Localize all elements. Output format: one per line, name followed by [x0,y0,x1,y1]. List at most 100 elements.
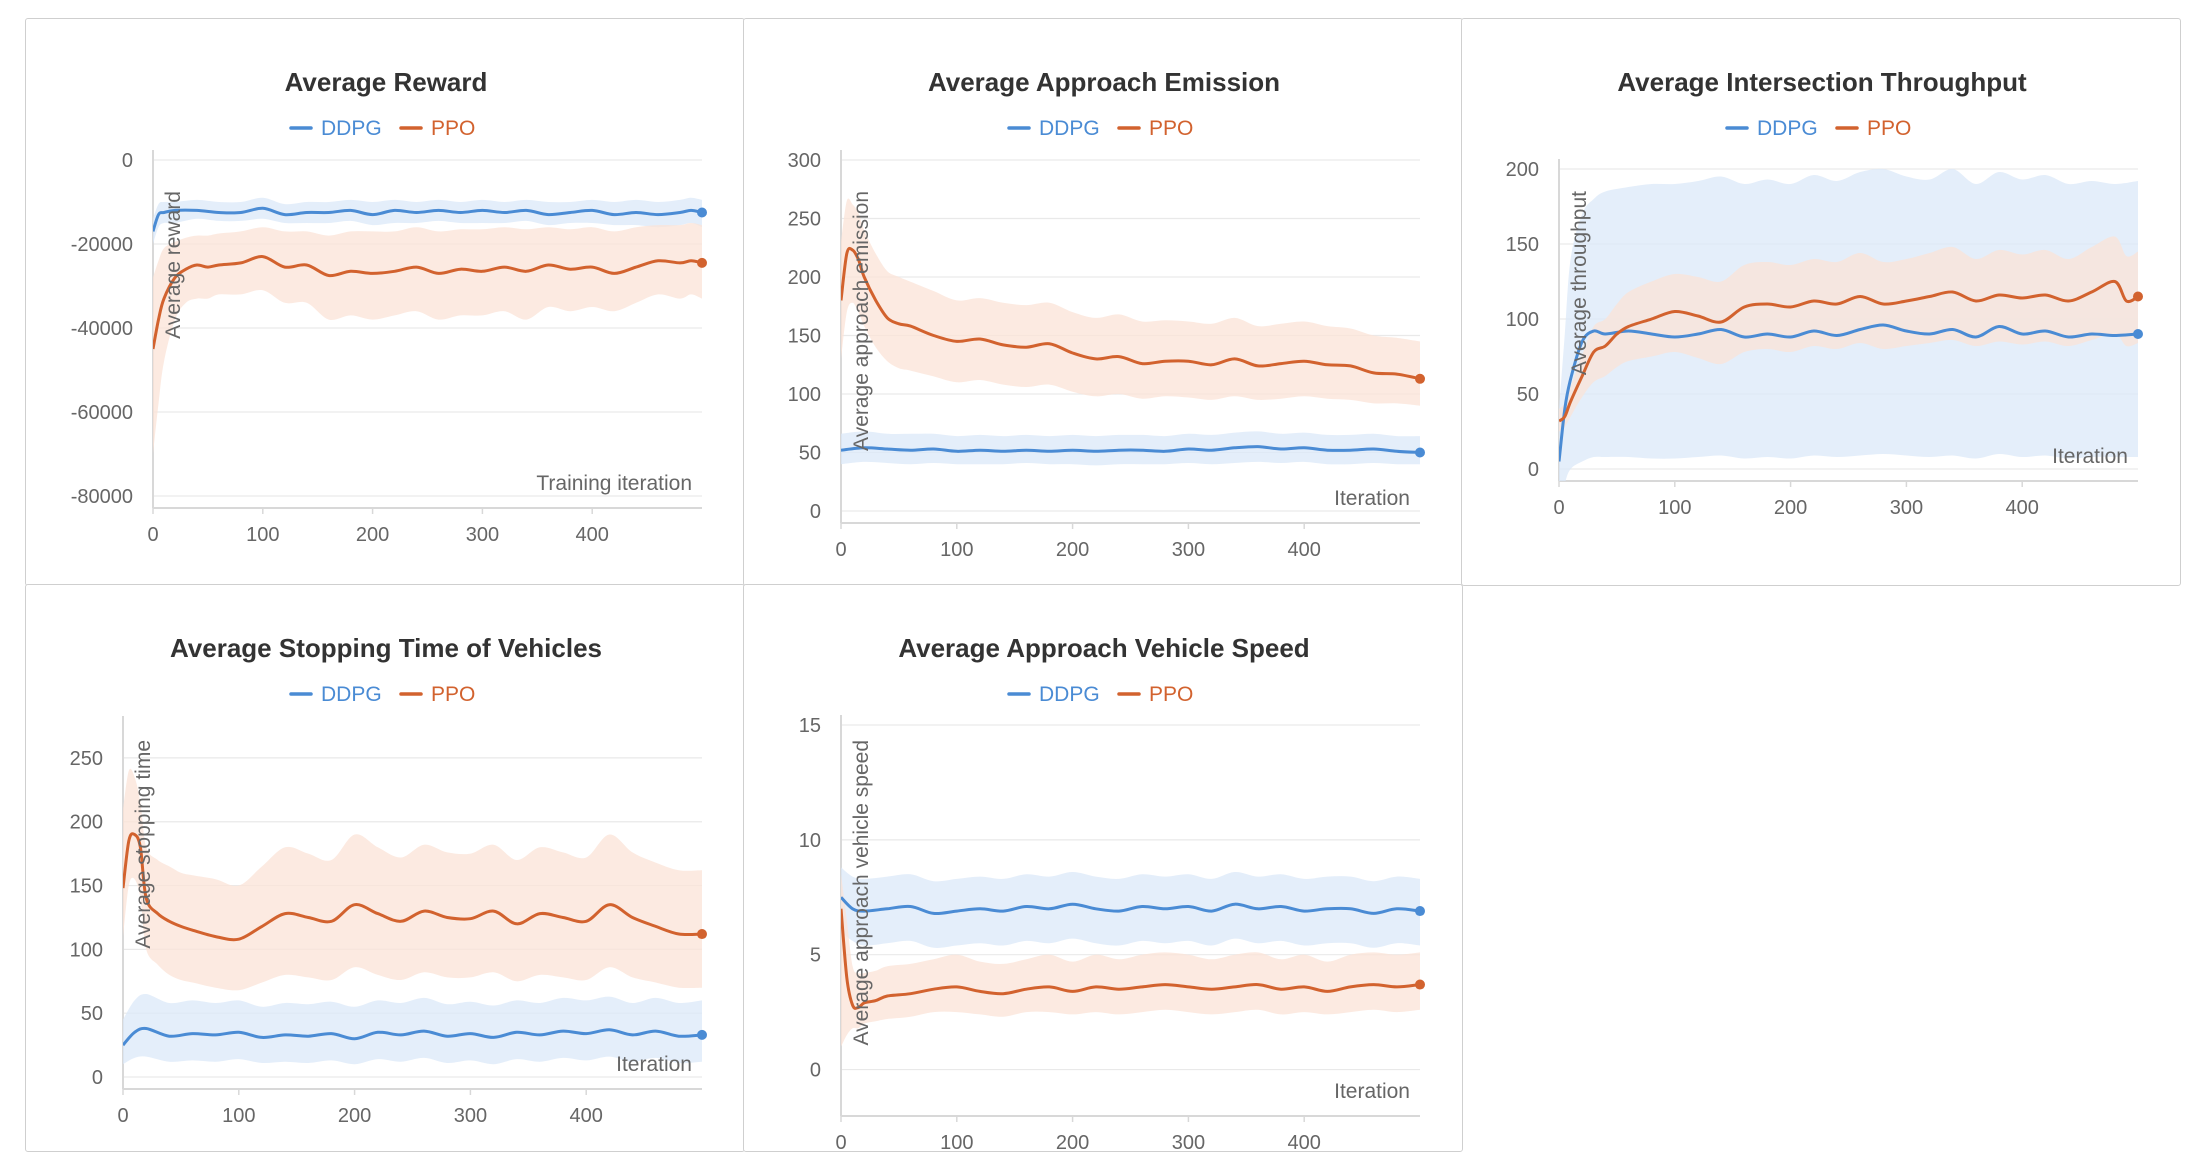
x-tick-label: 100 [1658,497,1691,519]
series-endpoint-ppo[interactable] [1415,373,1425,384]
series-line-ppo[interactable] [841,246,1421,381]
legend-item-ppo[interactable]: PPO [1117,683,1193,706]
confidence-band-ddpg [841,431,1420,466]
y-tick-label: 250 [70,748,103,770]
chart-panel-average-approach-vehicle-speed: Average Approach Vehicle Speed DDPG PPO 0 5 1… [743,584,1463,1153]
series-line-ppo[interactable] [841,908,1421,1010]
x-tick-label: 300 [1172,1132,1205,1153]
x-axis-label: Iteration [616,1053,692,1076]
legend-item-ppo[interactable]: PPO [399,683,475,706]
chart-svg: Average Intersection Throughput DDPG PPO 0 5… [1506,67,2143,519]
x-tick-label: 0 [117,1105,128,1127]
y-tick-label: 150 [1506,234,1539,256]
y-tick-label: 15 [799,715,821,737]
x-tick-label: 0 [1553,497,1564,519]
y-tick-label: 10 [799,830,821,852]
y-tick-label: 0 [810,501,821,523]
legend-item-ddpg[interactable]: DDPG [289,683,382,706]
legend-label: DDPG [1757,117,1818,140]
y-tick-label: 100 [70,939,103,961]
y-tick-label: 50 [81,1003,103,1025]
x-axis-label: Iteration [2052,445,2128,468]
legend-item-ppo[interactable]: PPO [399,117,475,140]
y-axis-label: Average throughput [1568,191,1591,375]
legend-label: DDPG [1039,117,1100,140]
y-tick-label: 250 [788,209,821,231]
chart-svg: Average Approach Emission DDPG PPO 0 50 100 15… [788,67,1425,561]
y-tick-label: 0 [810,1060,821,1082]
series-endpoint-ppo[interactable] [2133,291,2143,302]
y-tick-label: 200 [1506,159,1539,181]
chart-svg: Average Approach Vehicle Speed DDPG PPO 0 5 1… [799,633,1425,1153]
legend-label: PPO [1149,683,1193,706]
series-line-ddpg[interactable] [153,206,703,232]
legend-item-ddpg[interactable]: DDPG [1007,117,1100,140]
y-tick-label: -40000 [71,318,133,340]
legend-item-ddpg[interactable]: DDPG [1725,117,1818,140]
x-tick-label: 100 [246,524,279,546]
y-tick-label: 150 [70,876,103,898]
series-endpoint-ddpg[interactable] [697,1029,707,1040]
y-axis-label: Average stopping time [132,740,155,949]
legend-label: DDPG [321,683,382,706]
x-tick-label: 200 [338,1105,371,1127]
series-endpoint-ddpg[interactable] [1415,906,1425,917]
chart-title: Average Approach Vehicle Speed [898,633,1309,663]
x-tick-label: 300 [1172,539,1205,561]
series-line-ppo[interactable] [123,832,703,942]
legend-label: PPO [431,117,475,140]
series-endpoint-ddpg[interactable] [2133,329,2143,339]
series-endpoint-ppo[interactable] [697,929,707,940]
y-tick-label: 200 [788,267,821,289]
chart-title: Average Intersection Throughput [1617,67,2027,97]
series-line-ddpg[interactable] [841,896,1421,916]
chart-title: Average Stopping Time of Vehicles [170,633,602,663]
series-line-ddpg[interactable] [841,445,1421,454]
series-endpoint-ddpg[interactable] [697,207,707,218]
chart-title: Average Approach Emission [928,67,1280,97]
chart-panel-average-stopping-time: Average Stopping Time of Vehicles DDPG PPO… [25,584,745,1152]
legend-label: DDPG [321,117,382,140]
x-tick-label: 200 [1056,539,1089,561]
confidence-band-ppo [123,768,702,991]
x-tick-label: 400 [576,524,609,546]
y-tick-label: 50 [1517,384,1539,406]
x-tick-label: 400 [1288,539,1321,561]
series-line-ppo[interactable] [153,255,703,350]
x-axis-label: Training iteration [536,472,692,495]
y-tick-label: 0 [92,1067,103,1089]
series-endpoint-ppo[interactable] [1415,979,1425,990]
series-endpoint-ddpg[interactable] [1415,447,1425,458]
x-tick-label: 300 [1890,497,1923,519]
x-axis-label: Iteration [1334,487,1410,510]
legend-label: PPO [1149,117,1193,140]
x-tick-label: 0 [835,539,846,561]
legend-item-ddpg[interactable]: DDPG [1007,683,1100,706]
series-line-ppo[interactable] [1559,279,2139,423]
legend-label: PPO [431,683,475,706]
y-tick-label: 50 [799,443,821,465]
y-axis-label: Average approach emission [850,191,873,451]
y-tick-label: 150 [788,326,821,348]
y-tick-label: -20000 [71,234,133,256]
confidence-band-ppo [841,874,1420,1047]
legend-item-ppo[interactable]: PPO [1117,117,1193,140]
legend-item-ddpg[interactable]: DDPG [289,117,382,140]
legend-item-ppo[interactable]: PPO [1835,117,1911,140]
x-tick-label: 400 [570,1105,603,1127]
x-tick-label: 100 [940,1132,973,1153]
x-tick-label: 100 [222,1105,255,1127]
y-tick-label: 100 [1506,309,1539,331]
series-line-ddpg[interactable] [123,1026,703,1047]
y-tick-label: -80000 [71,486,133,508]
chart-title: Average Reward [285,67,488,97]
y-axis-label: Average reward [162,191,185,339]
y-axis-label: Average approach vehicle speed [850,740,873,1046]
x-tick-label: 300 [466,524,499,546]
series-line-ddpg[interactable] [1559,323,2139,462]
series-endpoint-ppo[interactable] [697,257,707,268]
x-tick-label: 0 [147,524,158,546]
legend-label: DDPG [1039,683,1100,706]
confidence-band-ppo [841,198,1420,406]
y-tick-label: 100 [788,384,821,406]
